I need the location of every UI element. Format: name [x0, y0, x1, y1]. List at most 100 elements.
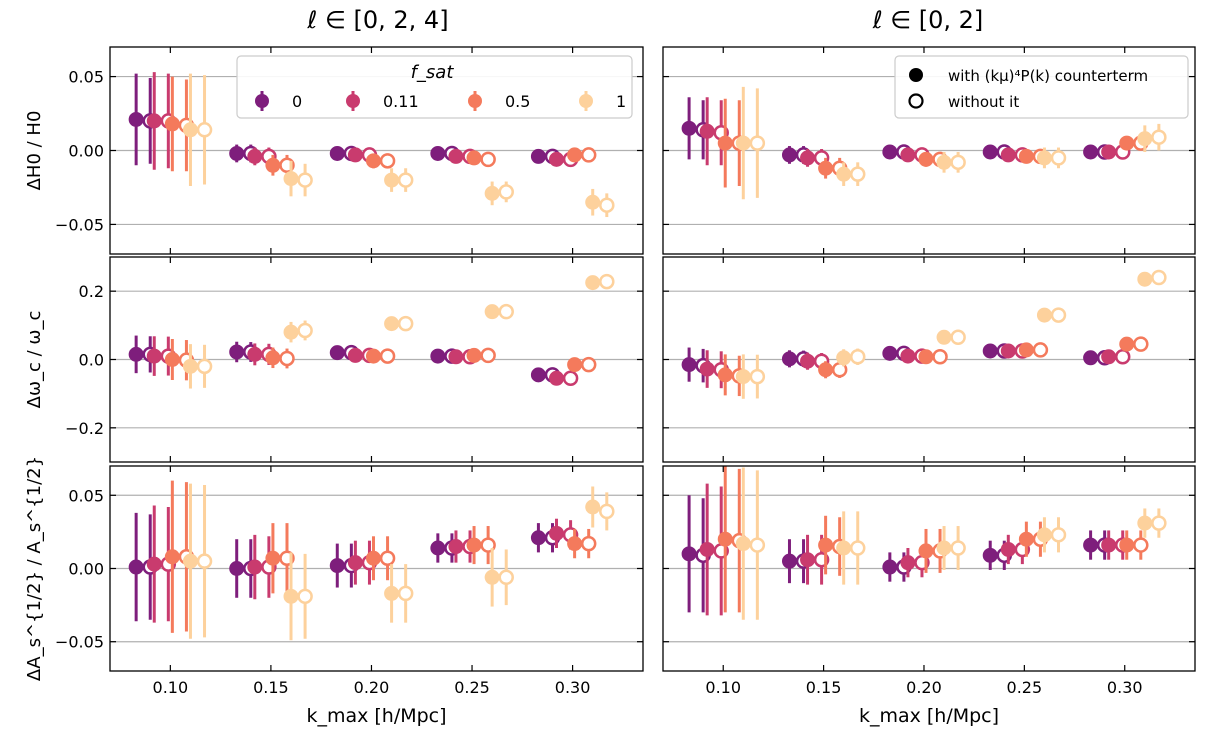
- data-point-filled: [484, 569, 500, 585]
- x-axis-label: k_max [h/Mpc]: [859, 705, 999, 727]
- data-point-filled: [530, 148, 546, 164]
- data-point-filled: [146, 348, 162, 364]
- y-tick-label: 0.00: [68, 142, 104, 161]
- legend-label: 0.11: [383, 92, 419, 111]
- legend-marker: [346, 94, 360, 108]
- data-point-filled: [347, 347, 363, 363]
- data-point-filled: [146, 556, 162, 572]
- data-point-filled: [384, 585, 400, 601]
- data-point-filled: [836, 540, 852, 556]
- x-tick-label: 0.15: [806, 678, 842, 697]
- data-point-open: [1050, 307, 1067, 323]
- data-point-filled: [530, 530, 546, 546]
- data-point-filled: [681, 120, 697, 136]
- data-point-filled: [982, 343, 998, 359]
- data-point-filled: [283, 324, 299, 340]
- data-point-filled: [918, 349, 934, 365]
- data-point-filled: [448, 539, 464, 555]
- data-point-open: [849, 540, 866, 556]
- data-point-filled: [918, 543, 934, 559]
- data-point-filled: [1137, 515, 1153, 531]
- data-point-filled: [781, 351, 797, 367]
- data-point-filled: [329, 345, 345, 361]
- data-point-filled: [800, 353, 816, 369]
- x-tick-label: 0.25: [454, 678, 490, 697]
- data-point-open: [397, 585, 414, 602]
- data-point-open: [849, 166, 866, 182]
- data-point-filled: [681, 546, 697, 562]
- data-point-filled: [1000, 147, 1016, 163]
- data-point-open: [749, 368, 766, 385]
- data-point-filled: [735, 369, 751, 385]
- data-point-filled: [882, 559, 898, 575]
- data-point-filled: [735, 536, 751, 552]
- data-point-filled: [936, 540, 952, 556]
- data-point-filled: [585, 275, 601, 291]
- data-point-filled: [836, 350, 852, 366]
- data-point-filled: [1101, 537, 1117, 553]
- data-point-filled: [1018, 342, 1034, 358]
- data-point-filled: [229, 145, 245, 161]
- data-point-filled: [128, 559, 144, 575]
- data-point-filled: [1083, 144, 1099, 160]
- data-point-filled: [567, 357, 583, 373]
- data-point-filled: [549, 370, 565, 386]
- data-point-filled: [247, 346, 263, 362]
- y-tick-label: 0.05: [68, 68, 104, 87]
- data-point-filled: [530, 367, 546, 383]
- data-point-open: [749, 135, 766, 151]
- panel-2: −0.2 0.0 0.2 Δω_c / ω_c: [24, 256, 644, 463]
- y-tick-label: −0.05: [55, 633, 104, 652]
- data-point-filled: [1036, 307, 1052, 323]
- data-point-filled: [384, 172, 400, 188]
- legend-label: without it: [948, 93, 1019, 111]
- data-point-open: [599, 503, 615, 520]
- data-point-open: [196, 122, 213, 138]
- data-point-filled: [128, 346, 144, 362]
- x-tick-label: 0.20: [906, 678, 942, 697]
- data-point-open: [1114, 349, 1131, 365]
- data-point-filled: [982, 547, 998, 563]
- data-point-filled: [484, 304, 500, 320]
- data-point-open: [580, 356, 597, 373]
- data-point-filled: [800, 552, 816, 568]
- y-tick-label: 0.0: [79, 351, 104, 370]
- legend-label: 1: [616, 92, 626, 111]
- data-point-open: [580, 147, 597, 163]
- data-point-filled: [1083, 537, 1099, 553]
- data-point-filled: [265, 350, 281, 366]
- data-point-filled: [585, 194, 601, 210]
- data-point-filled: [466, 537, 482, 553]
- data-point-open: [379, 550, 396, 566]
- data-point-filled: [182, 553, 198, 569]
- data-point-filled: [717, 531, 733, 547]
- data-point-open: [196, 358, 213, 375]
- data-point-filled: [1000, 541, 1016, 557]
- data-point-filled: [365, 348, 381, 364]
- data-point-open: [599, 197, 615, 213]
- data-point-filled: [128, 111, 144, 127]
- data-point-open: [580, 535, 597, 552]
- data-point-filled: [900, 147, 916, 163]
- data-point-filled: [448, 148, 464, 164]
- data-point-filled: [164, 549, 180, 565]
- data-point-filled: [1119, 537, 1135, 553]
- panel-0: −0.05 0.00 0.05 ΔH0 / H0: [24, 46, 644, 255]
- data-point-filled: [182, 358, 198, 374]
- data-point-open: [1133, 537, 1149, 553]
- data-point-filled: [681, 357, 697, 373]
- panel-4: −0.05 0.00 0.05 0.10 0.15 0.20 0.25 0.30 ΔA_s^{1…: [24, 456, 644, 697]
- data-point-open: [279, 350, 295, 367]
- y-tick-label: −0.2: [65, 419, 104, 438]
- data-point-filled: [466, 150, 482, 166]
- data-point-filled: [781, 147, 797, 163]
- data-point-filled: [800, 150, 816, 166]
- data-point-filled: [265, 157, 281, 173]
- data-point-open: [196, 553, 213, 569]
- data-point-filled: [818, 160, 834, 176]
- data-point-filled: [1119, 336, 1135, 352]
- panel-3: [662, 256, 1196, 463]
- data-point-filled: [430, 348, 446, 364]
- x-axis-label: k_max [h/Mpc]: [306, 705, 446, 727]
